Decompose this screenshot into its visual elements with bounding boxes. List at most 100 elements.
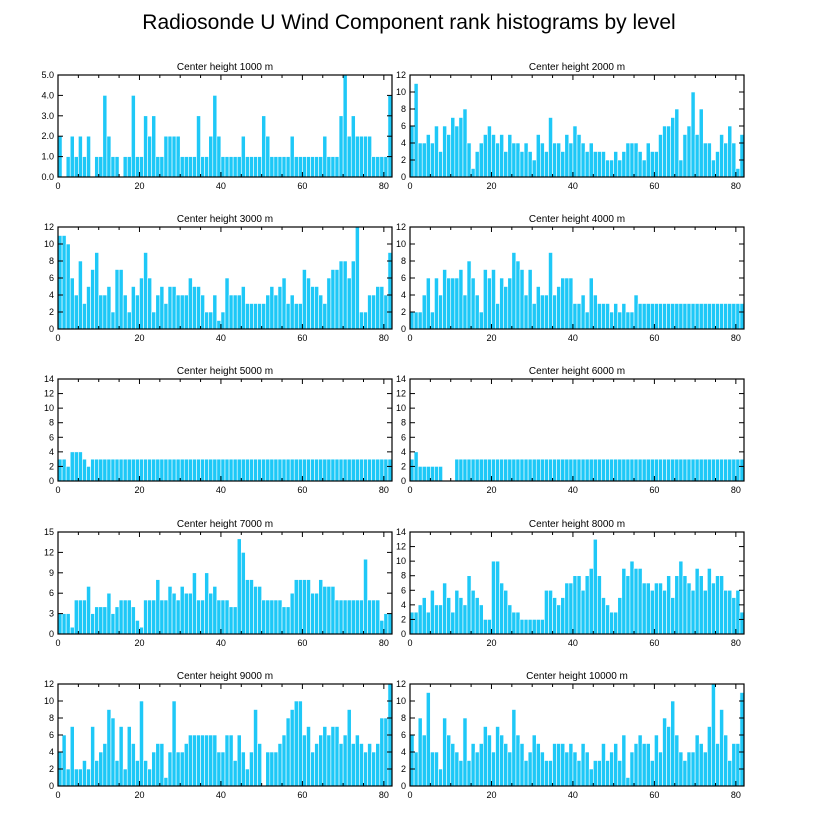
y-tick-label: 8 bbox=[401, 713, 406, 723]
panel-title: Center height 9000 m bbox=[177, 671, 273, 682]
bar bbox=[82, 760, 87, 787]
bar bbox=[159, 458, 165, 482]
bar bbox=[106, 286, 112, 330]
bar bbox=[560, 151, 566, 178]
bar bbox=[552, 597, 557, 635]
bar bbox=[556, 604, 562, 635]
bar bbox=[425, 466, 431, 482]
x-tick-label: 60 bbox=[649, 333, 659, 343]
bar bbox=[527, 151, 533, 178]
bar bbox=[131, 458, 136, 482]
bar bbox=[629, 142, 635, 178]
bar bbox=[383, 156, 389, 178]
bar bbox=[430, 311, 435, 330]
bar bbox=[442, 717, 447, 787]
bar bbox=[637, 303, 643, 330]
bar bbox=[196, 599, 201, 635]
bar bbox=[143, 115, 148, 178]
bar bbox=[281, 458, 287, 482]
bar bbox=[564, 277, 570, 330]
bar bbox=[167, 458, 173, 482]
bar bbox=[727, 125, 733, 178]
bar bbox=[670, 597, 676, 635]
bar bbox=[731, 743, 737, 787]
bar bbox=[350, 115, 356, 178]
bar bbox=[629, 751, 635, 787]
bar bbox=[474, 751, 480, 787]
bar bbox=[540, 458, 545, 482]
bar bbox=[240, 458, 246, 482]
x-tick-label: 60 bbox=[297, 333, 307, 343]
y-tick-label: 2 bbox=[401, 461, 406, 471]
bar bbox=[584, 458, 590, 482]
bar bbox=[330, 586, 336, 635]
y-tick-label: 15 bbox=[44, 527, 54, 537]
bar bbox=[346, 135, 352, 178]
bar bbox=[204, 572, 210, 635]
y-tick-label: 8 bbox=[401, 256, 406, 266]
bar bbox=[739, 303, 745, 330]
bar bbox=[568, 142, 574, 178]
bar bbox=[470, 743, 476, 787]
bar bbox=[719, 303, 724, 330]
bar bbox=[69, 135, 75, 178]
bar bbox=[200, 734, 205, 787]
y-tick-label: 12 bbox=[396, 222, 406, 232]
bar bbox=[698, 303, 704, 330]
bar bbox=[355, 458, 360, 482]
bar bbox=[645, 582, 651, 635]
bar bbox=[503, 589, 509, 635]
bar bbox=[90, 726, 95, 787]
panel-title: Center height 10000 m bbox=[526, 671, 628, 682]
bar bbox=[686, 751, 692, 787]
bar bbox=[143, 458, 148, 482]
panel-title: Center height 5000 m bbox=[177, 366, 273, 377]
x-tick-label: 20 bbox=[486, 638, 496, 648]
bar bbox=[73, 156, 79, 178]
y-tick-label: 4 bbox=[401, 600, 406, 610]
bar bbox=[698, 743, 704, 787]
bar bbox=[605, 458, 610, 482]
bar bbox=[135, 760, 140, 787]
bar bbox=[102, 458, 108, 482]
bar bbox=[487, 125, 492, 178]
bar bbox=[322, 586, 328, 635]
bar bbox=[609, 458, 614, 482]
bar bbox=[147, 135, 152, 178]
bar bbox=[240, 286, 246, 330]
bar bbox=[478, 604, 484, 635]
bar bbox=[438, 151, 443, 178]
bar bbox=[470, 589, 476, 635]
bar bbox=[580, 142, 586, 178]
bar bbox=[151, 599, 157, 635]
bars bbox=[57, 451, 393, 482]
bar bbox=[601, 597, 606, 635]
bar bbox=[245, 579, 250, 635]
bar bbox=[584, 311, 590, 330]
bar bbox=[682, 134, 688, 178]
bar bbox=[285, 717, 291, 787]
bar bbox=[310, 156, 315, 178]
bar bbox=[245, 156, 250, 178]
bar bbox=[245, 768, 250, 787]
bar bbox=[425, 134, 431, 178]
bar bbox=[495, 142, 500, 178]
bar bbox=[265, 599, 271, 635]
bar bbox=[131, 95, 136, 178]
bar bbox=[273, 599, 279, 635]
x-tick-label: 40 bbox=[216, 485, 226, 495]
bar bbox=[682, 458, 688, 482]
bar bbox=[82, 458, 87, 482]
bar bbox=[491, 458, 496, 482]
bar bbox=[167, 586, 173, 635]
bar bbox=[434, 277, 439, 330]
bar bbox=[625, 311, 631, 330]
bar bbox=[629, 311, 635, 330]
bar bbox=[735, 743, 741, 787]
bar bbox=[326, 156, 332, 178]
bar bbox=[155, 156, 161, 178]
bar bbox=[470, 277, 476, 330]
bar bbox=[220, 311, 226, 330]
bar bbox=[122, 768, 128, 787]
bar bbox=[57, 458, 63, 482]
